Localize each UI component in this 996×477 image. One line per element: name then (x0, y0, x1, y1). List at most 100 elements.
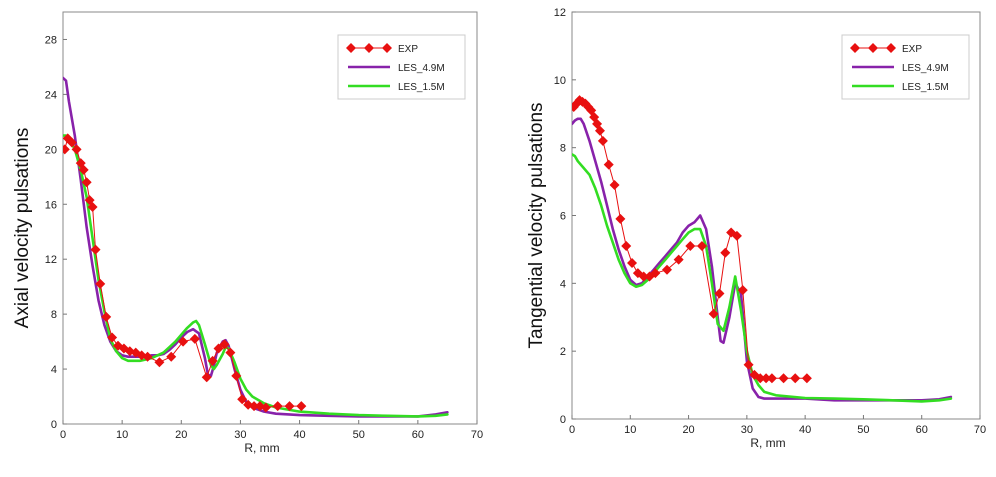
axial-velocity-chart: 0 10 20 30 40 50 60 70 0 4 8 12 16 20 24 28 R, mm Axial v… (12, 11, 483, 455)
x-tick-label: 50 (857, 424, 869, 436)
exp-data-point (95, 278, 106, 289)
x-tick-label: 50 (353, 429, 365, 441)
exp-data-point (755, 373, 766, 384)
x-tick-label: 20 (682, 424, 694, 436)
y-tick-label: 20 (45, 144, 57, 156)
x-tick-label: 30 (741, 424, 753, 436)
exp-data-point (225, 347, 236, 358)
exp-data-point (201, 372, 212, 383)
exp-data-point (673, 254, 684, 265)
legend-swatch-marker (346, 43, 356, 53)
series-line-les-1-5m (572, 153, 953, 403)
legend-label: EXP (398, 44, 418, 55)
exp-data-point (189, 333, 200, 344)
series-line-les-4-9m (572, 117, 953, 402)
exp-data-point (249, 401, 260, 412)
exp-data-point (87, 202, 98, 213)
exp-data-point (572, 98, 582, 109)
exp-data-point (272, 401, 283, 412)
y-tick-label: 8 (560, 143, 566, 155)
exp-data-point (107, 332, 118, 343)
x-tick-label: 0 (569, 424, 575, 436)
exp-data-point (720, 247, 731, 258)
exp-data-point (801, 373, 812, 384)
y-tick-label: 8 (51, 309, 57, 321)
y-tick-label: 4 (51, 364, 57, 376)
x-tick-label: 40 (293, 429, 305, 441)
x-tick-label: 60 (916, 424, 928, 436)
exp-data-point (609, 179, 620, 190)
legend-swatch-marker (868, 43, 878, 53)
x-tick-label: 20 (175, 429, 187, 441)
exp-data-point (696, 241, 707, 252)
x-tick-label: 10 (624, 424, 636, 436)
exp-data-point (296, 401, 307, 412)
legend-swatch-marker (886, 43, 896, 53)
y-axis-label: Axial velocity pulsations (12, 128, 33, 329)
x-tick-label: 30 (234, 429, 246, 441)
exp-data-point (594, 125, 605, 136)
exp-data-point (66, 137, 77, 148)
exp-data-point (207, 355, 218, 366)
legend: EXP LES_4.9M LES_1.5M (337, 34, 466, 100)
legend-swatch-marker (850, 43, 860, 53)
legend: EXP LES_4.9M LES_1.5M (841, 34, 970, 100)
exp-data-point (101, 311, 112, 322)
exp-data-point (731, 230, 742, 241)
legend-label: LES_4.9M (398, 63, 445, 74)
y-tick-label: 6 (560, 211, 566, 223)
exp-data-point (737, 285, 748, 296)
y-tick-label: 12 (554, 7, 566, 19)
exp-data-point (213, 343, 224, 354)
exp-data-point (714, 288, 725, 299)
legend-label: EXP (902, 44, 922, 55)
tangential-velocity-chart: 0 10 20 30 40 50 60 70 0 2 4 6 8 10 12 R, mm Tangential … (526, 7, 986, 450)
exp-data-point (766, 373, 777, 384)
exp-data-point (284, 401, 295, 412)
y-tick-label: 2 (560, 346, 566, 358)
x-tick-label: 60 (412, 429, 424, 441)
x-axis-label: R, mm (750, 436, 785, 450)
exp-data-point (790, 373, 801, 384)
exp-data-point (662, 264, 673, 275)
exp-data-point (166, 351, 177, 362)
y-axis-label: Tangential velocity pulsations (526, 102, 547, 348)
exp-data-point (778, 373, 789, 384)
exp-data-point (231, 370, 242, 381)
y-tick-label: 28 (45, 34, 57, 46)
legend-swatch-marker (364, 43, 374, 53)
y-tick-label: 12 (45, 254, 57, 266)
exp-data-point (71, 144, 82, 155)
exp-data-point (63, 144, 70, 155)
series-line-les-1-5m (63, 134, 449, 418)
legend-label: LES_4.9M (902, 63, 949, 74)
legend-swatch-marker (382, 43, 392, 53)
y-tick-label: 0 (560, 414, 566, 426)
y-tick-label: 10 (554, 75, 566, 87)
exp-data-point (237, 394, 248, 405)
exp-data-point (627, 257, 638, 268)
exp-data-point (650, 268, 661, 279)
exp-data-point (685, 241, 696, 252)
exp-data-point (178, 336, 189, 347)
exp-data-point (615, 213, 626, 224)
y-tick-label: 0 (51, 419, 57, 431)
x-tick-label: 0 (60, 429, 66, 441)
y-tick-label: 4 (560, 278, 566, 290)
exp-data-point (761, 373, 772, 384)
x-tick-label: 10 (116, 429, 128, 441)
exp-data-point (743, 359, 754, 370)
exp-data-point (260, 402, 271, 413)
x-axis-label: R, mm (244, 441, 279, 455)
y-tick-label: 24 (45, 89, 57, 101)
exp-data-point (219, 339, 230, 350)
exp-data-point (621, 241, 632, 252)
plot-series-group (63, 76, 449, 418)
x-tick-label: 70 (974, 424, 986, 436)
plot-series-group (572, 95, 953, 403)
exp-data-point (90, 244, 101, 255)
exp-data-point (81, 177, 92, 188)
exp-data-point (63, 133, 73, 144)
x-tick-label: 70 (471, 429, 483, 441)
